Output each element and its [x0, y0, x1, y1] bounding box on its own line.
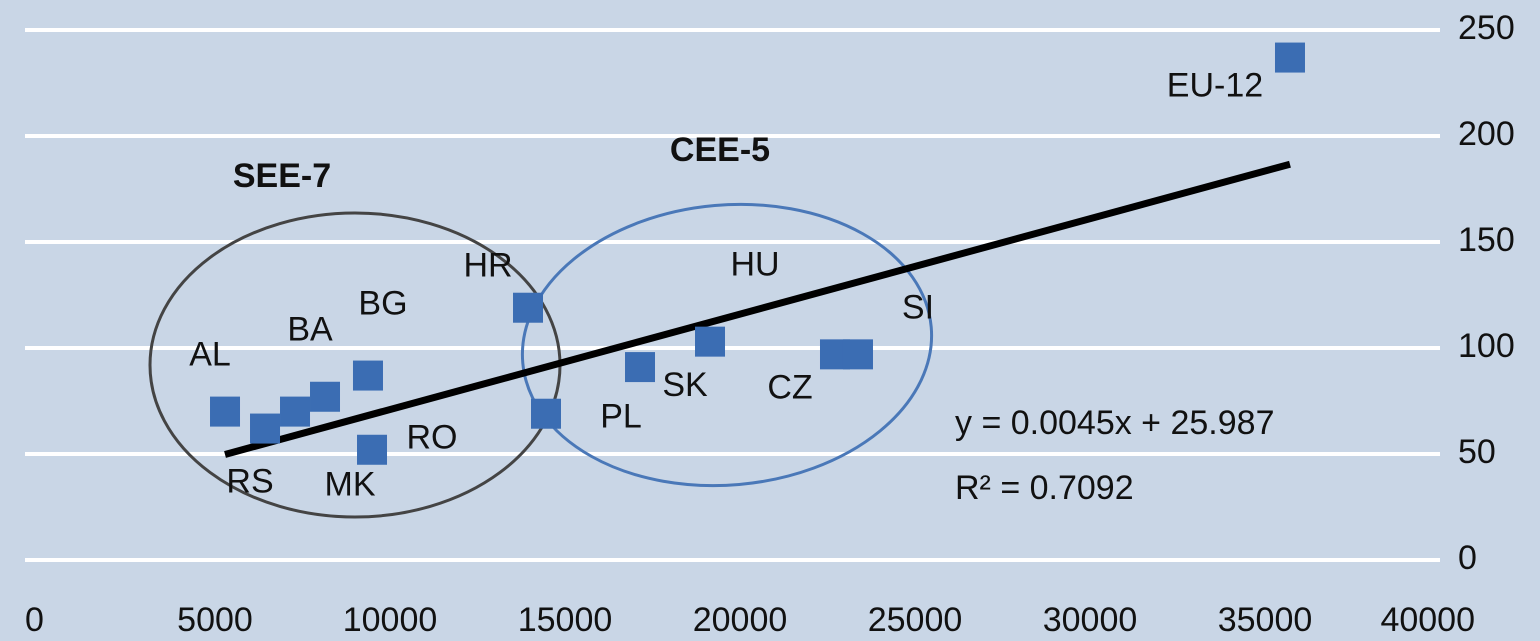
x-tick-label: 0: [25, 601, 44, 639]
point: [513, 292, 544, 323]
point: [625, 352, 656, 383]
point: [352, 360, 383, 391]
point-label: CZ: [767, 368, 812, 406]
point: [357, 434, 388, 465]
point-label: MK: [325, 466, 376, 504]
trendline: [224, 160, 1291, 458]
group-label: SEE-7: [233, 157, 331, 195]
point: [210, 396, 241, 427]
x-tick-label: 30000: [1043, 601, 1138, 639]
y-tick-label: 150: [1458, 221, 1515, 259]
y-tick-label: 100: [1458, 327, 1515, 365]
point-label: SK: [662, 366, 708, 404]
point: [695, 326, 726, 357]
point-label: BG: [358, 285, 407, 323]
point: [1274, 42, 1305, 73]
trend-r-squared: R² = 0.7092: [955, 469, 1134, 507]
point: [842, 339, 873, 370]
x-tick-label: 10000: [343, 601, 438, 639]
y-tick-label: 250: [1458, 9, 1515, 47]
x-tick-label: 25000: [868, 601, 963, 639]
point: [250, 413, 281, 444]
point: [280, 396, 311, 427]
point-label: SI: [902, 288, 934, 326]
point-label: AL: [189, 336, 231, 374]
y-tick-label: 50: [1458, 433, 1496, 471]
point-label: PL: [600, 398, 642, 436]
x-tick-label: 15000: [518, 601, 613, 639]
point-label: HU: [730, 246, 779, 284]
grid-layer: [25, 28, 1440, 562]
point-label: HR: [463, 247, 512, 285]
x-tick-label: 5000: [177, 601, 253, 639]
y-tick-label: 200: [1458, 115, 1515, 153]
point: [310, 381, 341, 412]
x-tick-label: 20000: [693, 601, 788, 639]
trend-equation: y = 0.0045x + 25.987: [955, 404, 1274, 442]
group-label: CEE-5: [670, 131, 770, 169]
point-label: RO: [407, 419, 458, 457]
x-tick-label: 40000: [1380, 601, 1475, 639]
point-label: RS: [226, 463, 273, 501]
point-label: BA: [287, 311, 333, 349]
point-label: EU-12: [1167, 67, 1263, 105]
point: [530, 398, 561, 429]
cee-group-ellipse: [520, 202, 934, 488]
y-tick-label: 0: [1458, 539, 1477, 577]
x-tick-label: 35000: [1218, 601, 1313, 639]
